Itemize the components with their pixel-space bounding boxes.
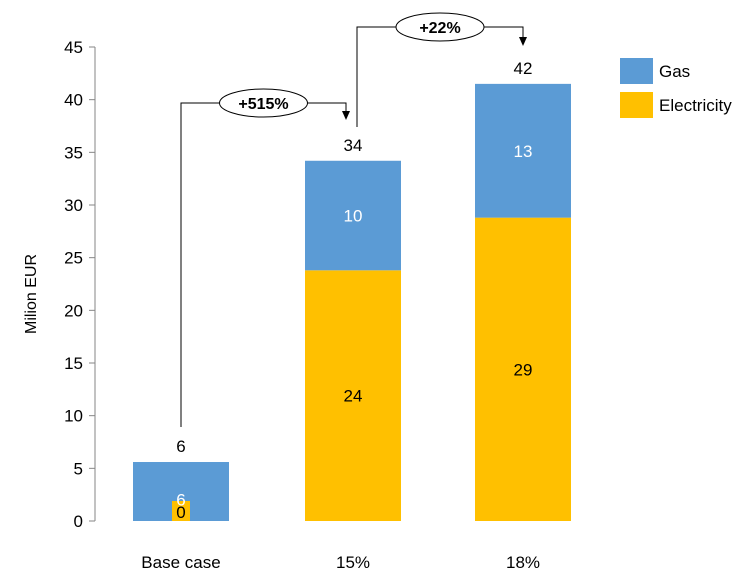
y-tick-label: 5 — [74, 459, 83, 478]
y-tick-label: 25 — [64, 249, 83, 268]
y-tick-label: 0 — [74, 512, 83, 531]
legend-label: Gas — [659, 62, 690, 81]
arrow-head-icon — [519, 37, 527, 46]
y-tick-label: 40 — [64, 91, 83, 110]
segment-value-label: 6 — [176, 491, 185, 510]
legend-swatch — [620, 58, 653, 84]
y-tick-label: 30 — [64, 196, 83, 215]
growth-annotations: +515% +22% — [180, 12, 527, 427]
segment-value-label: 29 — [514, 360, 533, 379]
legend: Gas Electricity — [620, 58, 732, 118]
bar-total-label: 34 — [344, 136, 363, 155]
bar-segment — [305, 270, 401, 521]
x-category-label: 15% — [336, 553, 370, 572]
legend-swatch — [620, 92, 653, 118]
bar-total-label: 6 — [176, 437, 185, 456]
bar-segment — [475, 217, 571, 521]
y-tick-label: 45 — [64, 38, 83, 57]
y-tick-label: 10 — [64, 407, 83, 426]
arrow-head-icon — [342, 111, 350, 120]
bar-segment — [305, 160, 401, 271]
y-axis: 0 5 10 15 20 25 30 35 40 45 Milion EUR — [23, 38, 96, 531]
segment-value-label: 24 — [344, 387, 363, 406]
segment-value-label: 10 — [344, 207, 363, 226]
y-tick-label: 35 — [64, 143, 83, 162]
y-axis-title: Milion EUR — [23, 254, 40, 334]
y-tick-label: 15 — [64, 354, 83, 373]
segment-value-label: 13 — [514, 142, 533, 161]
y-tick-label: 20 — [64, 301, 83, 320]
annotation-label: +22% — [419, 20, 460, 37]
annotation-oval — [219, 88, 308, 118]
annotation-oval — [395, 12, 485, 42]
annotation-label: +515% — [238, 96, 288, 113]
zero-label-box — [172, 501, 190, 521]
x-category-label: Base case — [141, 553, 220, 572]
legend-label: Electricity — [659, 96, 732, 115]
bar-total-label: 42 — [514, 59, 533, 78]
segment-value-label: 0 — [176, 503, 185, 522]
x-category-label: 18% — [506, 553, 540, 572]
bars — [133, 83, 571, 521]
bar-segment — [475, 83, 571, 218]
